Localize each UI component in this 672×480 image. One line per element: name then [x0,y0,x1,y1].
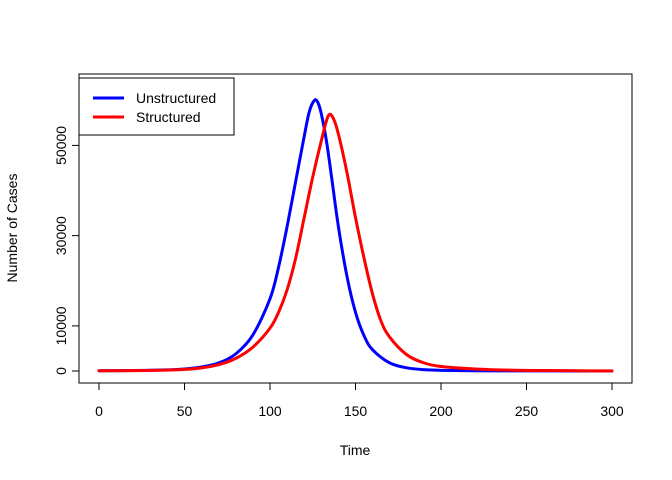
x-tick-label: 300 [600,403,624,419]
x-tick-label: 250 [515,403,539,419]
legend: Unstructured Structured [78,77,235,136]
y-tick-label: 0 [53,367,69,375]
x-tick-label: 0 [95,403,103,419]
y-tick-label: 30000 [53,216,69,255]
series-line-unstructured [97,98,614,373]
x-tick-label: 100 [258,403,282,419]
series-layer [97,98,614,373]
legend-label-unstructured: Unstructured [136,90,216,106]
legend-box [78,77,235,136]
y-tick-label: 50000 [53,126,69,165]
y-axis-label: Number of Cases [4,174,20,283]
x-axis: 0 50 100 150 200 250 300 [95,382,624,419]
x-tick-label: 50 [177,403,193,419]
x-axis-label: Time [340,442,371,458]
series-line-structured [97,112,614,373]
y-tick-label: 10000 [53,306,69,345]
x-tick-label: 200 [429,403,453,419]
x-tick-label: 150 [344,403,368,419]
y-axis: 0 10000 30000 50000 [53,126,80,375]
legend-label-structured: Structured [136,109,201,125]
